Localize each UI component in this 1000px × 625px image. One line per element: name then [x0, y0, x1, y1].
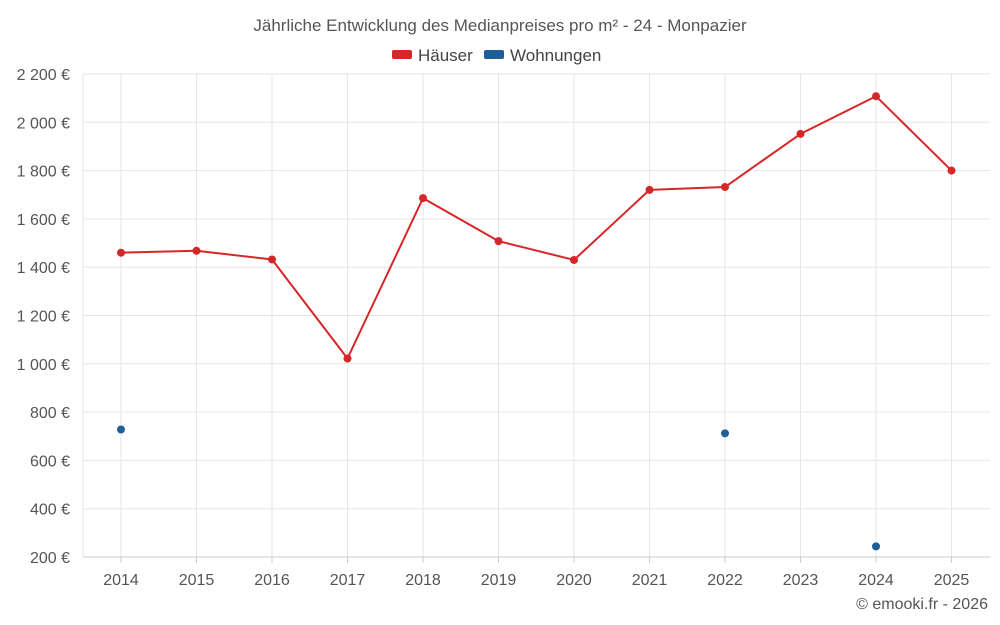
- data-point-haeuser[interactable]: [721, 183, 729, 192]
- legend-label-wohnungen: Wohnungen: [510, 46, 601, 65]
- series-haeuser: [117, 92, 956, 363]
- y-tick-label: 1 600 €: [17, 212, 70, 229]
- x-tick-label: 2020: [556, 572, 592, 589]
- data-point-haeuser[interactable]: [947, 166, 956, 175]
- x-tick-label: 2022: [707, 572, 743, 589]
- data-point-haeuser[interactable]: [570, 255, 578, 264]
- series-line-haeuser: [120, 95, 953, 360]
- x-tick-label: 2017: [330, 572, 366, 589]
- y-axis-tick-labels: 200 € 400 € 600 € 800 € 1 000 € 1 200 € 1 400 …: [17, 67, 70, 567]
- x-tick-label: 2021: [632, 572, 668, 589]
- legend-swatch-haeuser: [392, 50, 412, 59]
- x-tick-label: 2014: [103, 572, 139, 589]
- x-tick-label: 2016: [254, 572, 290, 589]
- data-point-wohnungen[interactable]: [721, 429, 729, 438]
- x-tick-label: 2019: [481, 572, 517, 589]
- data-point-haeuser[interactable]: [117, 248, 125, 257]
- x-tick-label: 2018: [405, 572, 441, 589]
- x-tick-label: 2025: [934, 572, 970, 589]
- credit-text: © emooki.fr - 2026: [856, 596, 988, 613]
- data-point-wohnungen[interactable]: [872, 542, 880, 551]
- data-point-haeuser[interactable]: [494, 237, 503, 246]
- data-point-haeuser[interactable]: [645, 185, 654, 194]
- legend-label-haeuser: Häuser: [418, 46, 473, 65]
- y-tick-label: 2 000 €: [17, 115, 70, 132]
- y-tick-label: 1 400 €: [17, 260, 70, 277]
- y-tick-label: 1 200 €: [17, 309, 70, 326]
- data-point-haeuser[interactable]: [796, 129, 805, 138]
- x-axis-tick-labels: 2014 2015 2016 2017 2018 2019 2020 2021 2022 2023…: [103, 572, 969, 589]
- data-point-haeuser[interactable]: [419, 194, 427, 203]
- y-tick-label: 1 800 €: [17, 164, 70, 181]
- y-tick-label: 1 000 €: [17, 357, 70, 374]
- series-wohnungen: [117, 425, 880, 551]
- y-tick-label: 800 €: [30, 405, 70, 422]
- y-tick-label: 2 200 €: [17, 67, 70, 84]
- legend-swatch-wohnungen: [484, 50, 504, 59]
- axes: [82, 74, 990, 563]
- series: [117, 92, 956, 551]
- x-tick-label: 2015: [179, 572, 215, 589]
- data-point-wohnungen[interactable]: [117, 425, 125, 434]
- grid: [83, 73, 990, 557]
- chart-title: Jährliche Entwicklung des Medianpreises …: [253, 16, 747, 35]
- data-point-haeuser[interactable]: [872, 92, 880, 101]
- y-tick-label: 200 €: [30, 550, 70, 567]
- data-point-haeuser[interactable]: [192, 246, 201, 255]
- legend: Häuser Wohnungen: [392, 46, 601, 65]
- x-tick-label: 2024: [858, 572, 894, 589]
- data-point-haeuser[interactable]: [343, 354, 352, 363]
- legend-item-haeuser[interactable]: Häuser: [392, 46, 473, 65]
- y-tick-label: 600 €: [30, 453, 70, 470]
- legend-item-wohnungen[interactable]: Wohnungen: [484, 46, 601, 65]
- data-point-haeuser[interactable]: [268, 255, 276, 264]
- y-tick-label: 400 €: [30, 502, 70, 519]
- x-tick-label: 2023: [783, 572, 819, 589]
